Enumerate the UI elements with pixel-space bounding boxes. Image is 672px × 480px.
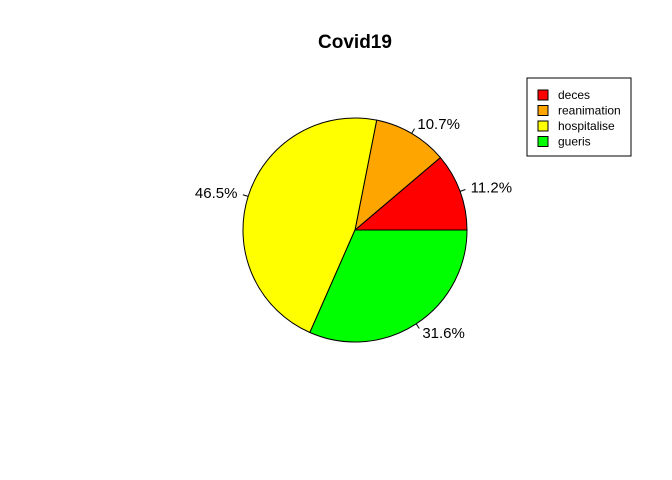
legend-swatch-gueris <box>537 136 549 147</box>
slice-label-deces: 11.2% <box>471 180 512 197</box>
chart-title: Covid19 <box>318 32 392 53</box>
legend-label-hospitalise: hospitalise <box>558 119 615 133</box>
label-tick-gueris <box>415 323 420 329</box>
pie-slices <box>242 117 468 343</box>
slice-labels: 11.2% 10.7% 46.5% 31.6% <box>195 116 512 342</box>
legend-swatch-hospitalise <box>537 120 549 132</box>
legend-swatch-deces <box>537 89 549 101</box>
label-tick-hospitalise <box>242 194 249 197</box>
label-tick-reanimation <box>411 128 415 134</box>
legend-label-gueris: gueris <box>558 135 591 149</box>
pie-slice-deces <box>353 156 468 231</box>
slice-label-reanimation: 10.7% <box>417 116 460 133</box>
legend-swatch-reanimation <box>537 105 549 116</box>
pie-slice-reanimation <box>354 119 442 232</box>
slice-label-hospitalise: 46.5% <box>195 185 238 202</box>
legend-label-reanimation: reanimation <box>558 104 621 118</box>
slice-label-gueris: 31.6% <box>422 325 465 342</box>
slice-label-ticks <box>242 128 466 329</box>
label-tick-deces <box>459 189 466 192</box>
legend-label-deces: deces <box>558 88 590 102</box>
